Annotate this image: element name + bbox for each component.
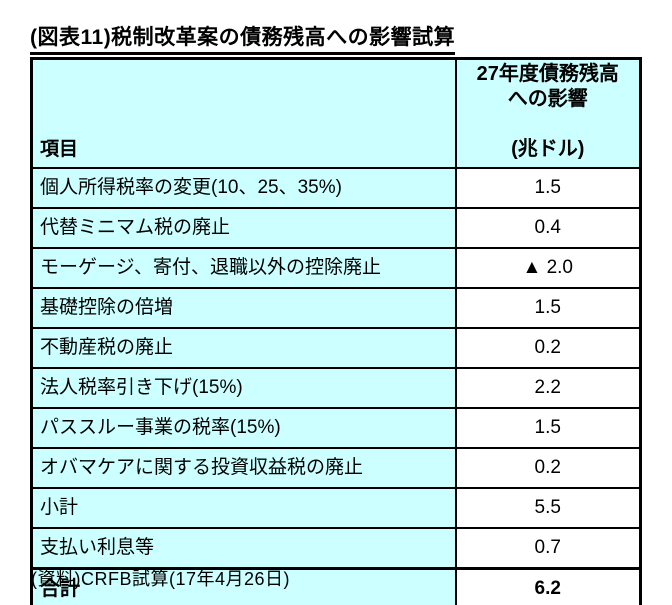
row-label-cell: 支払い利息等	[30, 527, 457, 570]
column-header-value-inner: 27年度債務残高 への影響 (兆ドル)	[459, 62, 638, 162]
row-label-cell: モーゲージ、寄付、退職以外の控除廃止	[30, 247, 457, 289]
table-row: モーゲージ、寄付、退職以外の控除廃止 ▲ 2.0	[30, 247, 642, 289]
row-label-cell: 代替ミニマム税の廃止	[30, 207, 457, 249]
row-label-cell: オバマケアに関する投資収益税の廃止	[30, 447, 457, 489]
row-value-cell: 1.5	[454, 287, 642, 329]
row-label-cell: 基礎控除の倍増	[30, 287, 457, 329]
table-row: オバマケアに関する投資収益税の廃止 0.2	[30, 447, 642, 489]
column-header-value: 27年度債務残高 への影響 (兆ドル)	[454, 57, 642, 169]
value-unit-label: (兆ドル)	[511, 138, 585, 160]
table-row: パススルー事業の税率(15%) 1.5	[30, 407, 642, 449]
row-label-cell: パススルー事業の税率(15%)	[30, 407, 457, 449]
row-value-cell: 0.2	[454, 447, 642, 489]
source-note: (資料)CRFB試算(17年4月26日)	[31, 569, 291, 589]
row-value-cell: 1.5	[454, 407, 642, 449]
table-row: 基礎控除の倍増 1.5	[30, 287, 642, 329]
row-value-cell: 6.2	[454, 567, 642, 605]
row-value-cell: 1.5	[454, 167, 642, 209]
table-row-subtotal: 小計 5.5	[30, 487, 642, 529]
table-row: 支払い利息等 0.7	[30, 527, 642, 570]
table-row: 代替ミニマム税の廃止 0.4	[30, 207, 642, 249]
column-header-value-label: 27年度債務残高 への影響	[477, 62, 619, 112]
table-body: 個人所得税率の変更(10、25、35%) 1.5 代替ミニマム税の廃止 0.4 …	[30, 167, 642, 605]
row-value-cell: 0.4	[454, 207, 642, 249]
header-row: 項目 27年度債務残高 への影響 (兆ドル)	[30, 57, 642, 169]
value-label-line1: 27年度債務残高	[476, 63, 619, 85]
column-header-item: 項目	[30, 57, 457, 169]
table-row: 法人税率引き下げ(15%) 2.2	[30, 367, 642, 409]
table-header: 項目 27年度債務残高 への影響 (兆ドル)	[30, 57, 642, 169]
row-value-cell: 0.2	[454, 327, 642, 369]
figure-title: (図表11)税制改革案の債務残高への影響試算	[30, 26, 456, 56]
tax-reform-impact-table: 項目 27年度債務残高 への影響 (兆ドル) 個人所得税率の変更(10、25、3…	[30, 57, 642, 605]
row-label-cell: 不動産税の廃止	[30, 327, 457, 369]
value-label-line2: への影響	[507, 88, 588, 110]
table-row-total: 合計 6.2	[30, 567, 642, 605]
row-label-cell: 法人税率引き下げ(15%)	[30, 367, 457, 409]
row-value-cell: ▲ 2.0	[454, 247, 642, 289]
row-label-cell: 個人所得税率の変更(10、25、35%)	[30, 167, 457, 209]
table-row: 不動産税の廃止 0.2	[30, 327, 642, 369]
row-value-cell: 2.2	[454, 367, 642, 409]
row-value-cell: 0.7	[454, 527, 642, 570]
row-label-cell: 合計	[30, 567, 457, 605]
row-value-cell: 5.5	[454, 487, 642, 529]
row-label-cell: 小計	[30, 487, 457, 529]
table-row: 個人所得税率の変更(10、25、35%) 1.5	[30, 167, 642, 209]
